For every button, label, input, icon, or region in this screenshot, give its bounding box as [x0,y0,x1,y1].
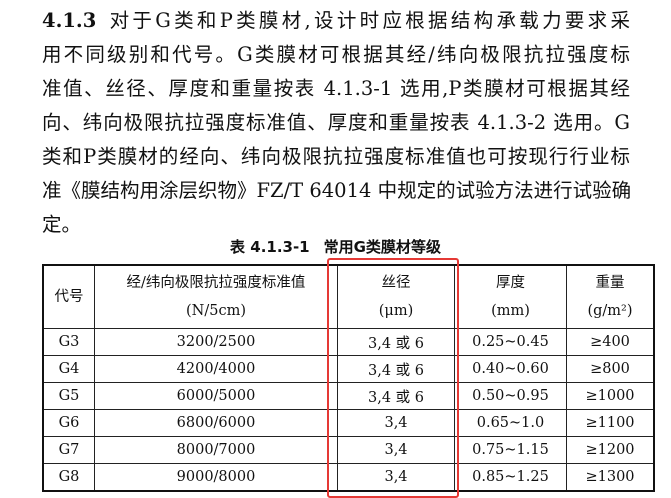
table-cell: 0.65~1.0 [454,409,567,437]
header-label: 重量 [595,275,625,291]
column-header: 厚度 (mm) [454,264,567,329]
table-number: 表 4.1.3-1 [230,238,310,256]
table-cell: ≥1000 [566,382,655,410]
table-cell: ≥1100 [566,409,655,437]
table-cell: 0.85~1.25 [454,463,567,492]
table-cell: 0.75~1.15 [454,436,567,464]
table-cell: 6800/6000 [94,409,338,437]
header-unit: (mm) [491,303,530,319]
paragraph-line: 准《膜结构用涂层织物》FZ/T 64014 中规定的试验方法进行试验确 [42,179,632,202]
section-paragraph: 4.1.3 对于G类和P类膜材,设计时应根据结构承载力要求采 用不同级别和代号。G… [42,4,632,242]
column-header: 重量 (g/m²) [566,264,655,329]
header-label: 丝径 [381,275,411,291]
table-title: 常用G类膜材等级 [323,238,441,256]
table-cell: ≥1300 [566,463,655,492]
table-row: G5 6000/5000 3,4 或 6 0.50~0.95 ≥1000 [42,382,655,410]
header-unit: (N/5cm) [186,303,246,319]
table-cell: ≥800 [566,355,655,383]
table-cell: G8 [42,463,95,492]
table-cell: G4 [42,355,95,383]
table-cell: 0.40~0.60 [454,355,567,383]
table-cell: G5 [42,382,95,410]
header-unit: (μm) [378,303,414,319]
paragraph-line: 用不同级别和代号。G类膜材可根据其经/纬向极限抗拉强度标 [42,43,630,66]
table-cell: 3,4 或 6 [337,328,455,356]
table-cell: G3 [42,328,95,356]
section-number: 4.1.3 [42,9,97,32]
table-row: G3 3200/2500 3,4 或 6 0.25~0.45 ≥400 [42,328,655,356]
paragraph-line: 类和P类膜材的经向、纬向极限抗拉强度标准值也可按现行行业标 [42,145,630,168]
table-cell: 0.25~0.45 [454,328,567,356]
table-cell: 3,4 [337,436,455,464]
table-cell: ≥1200 [566,436,655,464]
table-cell: 0.50~0.95 [454,382,567,410]
table-caption: 表 4.1.3-1 常用G类膜材等级 [0,236,671,257]
paragraph-line: 定。 [42,213,82,236]
highlight-box [327,258,459,498]
table-cell: ≥400 [566,328,655,356]
column-header: 经/纬向极限抗拉强度标准值 (N/5cm) [94,264,338,329]
header-label: 厚度 [496,275,525,291]
table-row: G4 4200/4000 3,4 或 6 0.40~0.60 ≥800 [42,355,655,383]
table-cell: 8000/7000 [94,436,338,464]
table-cell: 3200/2500 [94,328,338,356]
paragraph-line: 向、纬向极限抗拉强度标准值、厚度和重量按表 4.1.3-2 选用。G [42,111,630,134]
table-cell: 4200/4000 [94,355,338,383]
header-label: 经/纬向极限抗拉强度标准值 [126,275,306,291]
table-cell: 3,4 或 6 [337,355,455,383]
header-label: 代号 [54,289,84,305]
header-unit: (g/m²) [587,303,633,319]
paragraph-line: 4.1.3 对于G类和P类膜材,设计时应根据结构承载力要求采 [42,9,630,32]
membrane-grade-table: 代号 经/纬向极限抗拉强度标准值 (N/5cm) 丝径 (μm) 厚度 (mm) 重量 (g/m… [42,264,655,492]
table-cell: 3,4 [337,463,455,492]
table-row: G8 9000/8000 3,4 0.85~1.25 ≥1300 [42,463,655,492]
table-row: G7 8000/7000 3,4 0.75~1.15 ≥1200 [42,436,655,464]
table-cell: G6 [42,409,95,437]
column-header: 代号 [42,264,95,329]
table-cell: G7 [42,436,95,464]
paragraph-line: 准值、丝径、厚度和重量按表 4.1.3-1 选用,P类膜材可根据其经 [42,77,630,100]
table-cell: 6000/5000 [94,382,338,410]
table-cell: 9000/8000 [94,463,338,492]
